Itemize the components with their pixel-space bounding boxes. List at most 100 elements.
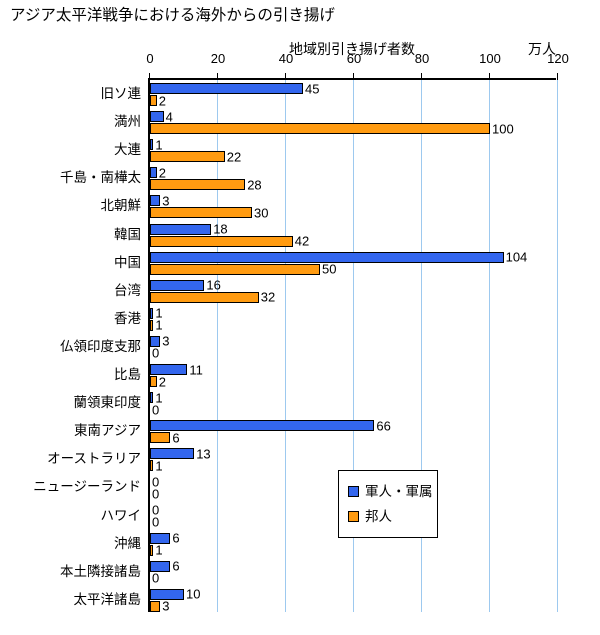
bar-value-label: 0 (152, 570, 160, 586)
bar-row: 中国 104 50 (114, 249, 556, 277)
category-label: 旧ソ連 (100, 86, 142, 101)
bar-military: 3 (150, 194, 169, 207)
bar-row: 比島 11 2 (114, 361, 556, 389)
chart-subtitle: 地域別引き揚げ者数 (289, 41, 415, 57)
bar-military: 16 (150, 279, 221, 292)
bar-row: 東南アジア 66 6 (74, 417, 556, 445)
bar-civilian: 28 (150, 178, 262, 191)
category-label: ニュージーランド (33, 479, 141, 495)
bar-value-label: 2 (158, 93, 167, 108)
bar-military: 66 (150, 419, 391, 432)
bar-value-label: 45 (305, 81, 320, 96)
bar-value-label: 30 (254, 205, 269, 221)
bar-value-label: 32 (260, 289, 276, 305)
bar-military: 13 (150, 447, 211, 460)
legend-item-civilian: 邦人 (348, 504, 437, 529)
bar-value-label: 3 (162, 333, 170, 349)
bar-value-label: 13 (196, 446, 211, 462)
bar-civilian: 3 (150, 600, 169, 613)
bar-military: 11 (150, 363, 203, 376)
bar-value-label: 4 (165, 109, 173, 125)
gridline (489, 80, 490, 612)
axis-tick (421, 73, 422, 80)
bar-value-label: 0 (152, 514, 160, 530)
bar-row: 千島・南樺太 2 28 (60, 164, 556, 192)
bar-value-label: 1 (155, 458, 163, 474)
bar-military: 18 (150, 223, 228, 236)
category-label: 仏領印度支那 (60, 338, 141, 354)
bar-civilian: 2 (150, 375, 166, 388)
bar-civilian: 30 (150, 206, 268, 219)
bar-civilian: 2 (150, 94, 166, 107)
bar-civilian: 6 (150, 431, 180, 444)
bar-row: 満州 4 100 (114, 108, 556, 137)
bar-military: 45 (150, 82, 319, 95)
page-title: アジア太平洋戦争における海外からの引き揚げ (10, 7, 335, 24)
bar-value-label: 1 (155, 137, 163, 153)
legend-label-military: 軍人・軍属 (365, 483, 433, 499)
bar-value-label: 0 (152, 345, 160, 361)
category-label: 東南アジア (74, 423, 141, 439)
legend-label-civilian: 邦人 (365, 508, 392, 524)
bar-value-label: 6 (172, 558, 180, 574)
legend-swatch-icon-civilian (348, 511, 359, 522)
bar-value-label: 42 (294, 233, 310, 249)
gridline (421, 80, 422, 612)
gridline (353, 80, 354, 612)
bar-value-label: 66 (376, 418, 391, 434)
bar-value-label: 18 (213, 221, 228, 237)
bar-value-label: 1 (155, 317, 163, 333)
axis-tick-label: 100 (479, 51, 501, 66)
bar-value-label: 6 (172, 430, 180, 446)
category-label: 香港 (114, 310, 141, 326)
category-label: ハワイ (100, 507, 142, 523)
gridline (217, 80, 218, 612)
legend-item-military: 軍人・軍属 (348, 479, 437, 504)
bar-value-label: 22 (226, 149, 242, 165)
category-label: 満州 (114, 114, 141, 130)
axis-tick-label: 40 (278, 51, 294, 66)
bar-military: 4 (150, 110, 173, 123)
bar-value-label: 6 (172, 530, 180, 546)
bar-row: オーストラリア 13 1 (47, 445, 556, 474)
axis-tick-label: 120 (547, 51, 569, 66)
category-label: 蘭領東印度 (73, 395, 142, 411)
bar-row: ニュージーランド 0 0 (33, 473, 556, 502)
bar-value-label: 11 (189, 362, 203, 378)
bar-military: 1 (150, 391, 163, 404)
bar-military: 3 (150, 335, 169, 348)
bar-value-label: 3 (162, 598, 170, 614)
category-label: 千島・南樺太 (60, 170, 141, 186)
bar-value-label: 2 (158, 374, 167, 390)
bar-military: 6 (150, 560, 180, 573)
category-label: 太平洋諸島 (73, 591, 142, 607)
bar-row: 旧ソ連 45 2 (101, 80, 556, 108)
bar-value-label: 1 (155, 305, 163, 321)
bar-civilian: 50 (150, 263, 336, 276)
legend-swatch-icon-military (348, 486, 359, 497)
gridline (557, 80, 558, 612)
plot-area: 0 20 40 60 80 100 120 旧ソ連 45 2 満州 4 100 大連 1 22 千島・南樺太 2… (33, 52, 569, 614)
category-label: 比島 (114, 367, 141, 383)
bar-row: ハワイ 0 0 (101, 502, 556, 530)
category-label: オーストラリア (47, 451, 141, 467)
category-label: 大連 (114, 142, 141, 158)
bar-row: 太平洋諸島 10 3 (74, 586, 556, 614)
bar-row: 仏領印度支那 3 0 (60, 333, 556, 361)
axis-tick-label: 60 (346, 51, 362, 66)
bar-row: 本土隣接諸島 6 0 (60, 558, 556, 586)
category-label: 本土隣接諸島 (60, 563, 141, 579)
bar-value-label: 16 (206, 277, 221, 293)
bar-row: 香港 1 1 (114, 305, 556, 333)
bar-value-label: 100 (492, 121, 514, 137)
bar-civilian: 42 (150, 235, 309, 248)
axis-tick (217, 73, 218, 80)
bar-row: 北朝鮮 3 30 (101, 192, 556, 220)
bar-military: 2 (150, 166, 166, 179)
bar-military: 104 (150, 251, 527, 264)
bar-military: 1 (150, 307, 163, 320)
bar-value-label: 3 (162, 193, 170, 209)
bar-value-label: 0 (152, 486, 160, 502)
bar-civilian: 1 (150, 319, 163, 332)
bar-civilian: 1 (150, 544, 163, 557)
